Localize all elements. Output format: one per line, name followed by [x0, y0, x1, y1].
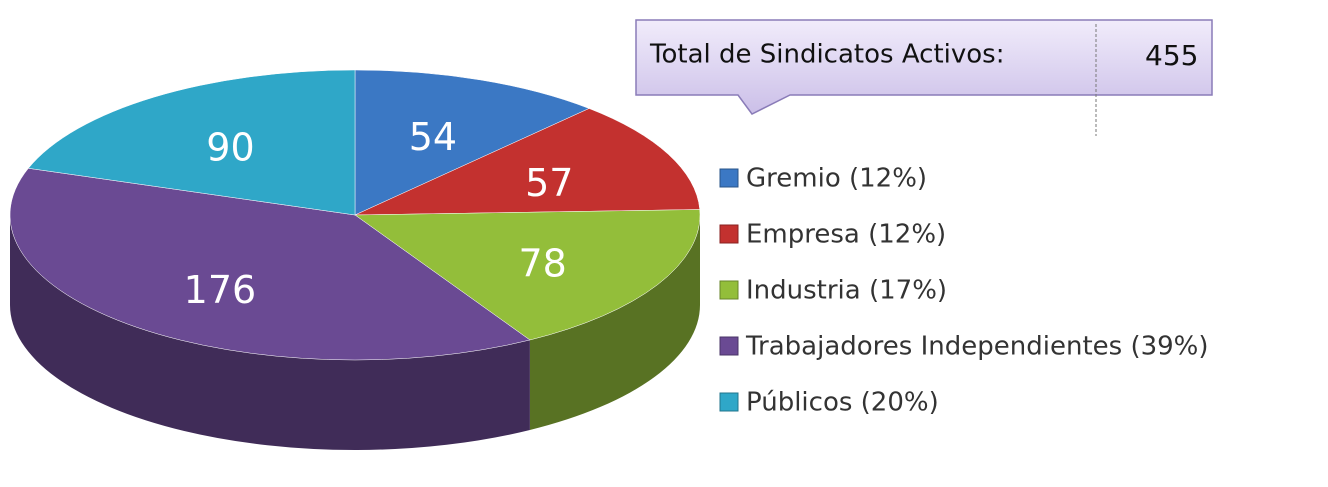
legend-swatch [719, 336, 739, 356]
pie-slice [354, 69, 590, 216]
pie-slice-side [529, 215, 700, 430]
legend-label: Públicos (20%) [746, 388, 939, 418]
legend-label: Empresa (12%) [746, 220, 946, 250]
pie-slice [354, 108, 701, 216]
pie-slice [27, 69, 356, 216]
legend-swatch [719, 168, 739, 188]
legend-swatch [719, 392, 739, 412]
legend-label: Gremio (12%) [746, 164, 927, 194]
legend-label: Industria (17%) [746, 276, 947, 306]
data-label: 78 [518, 242, 566, 286]
legend-swatch [719, 224, 739, 244]
pie-slice [354, 209, 701, 341]
pie-slice-side [10, 215, 530, 450]
data-label: 176 [184, 268, 257, 312]
callout-label: Total de Sindicatos Activos: [649, 40, 1004, 70]
legend-swatch [719, 280, 739, 300]
data-label: 90 [206, 125, 254, 169]
data-label: 54 [409, 115, 457, 159]
data-label: 57 [525, 161, 573, 205]
callout-value: 455 [1145, 39, 1198, 72]
pie-slice [9, 168, 531, 361]
legend-label: Trabajadores Independientes (39%) [745, 332, 1209, 362]
callout-box [635, 19, 1213, 115]
